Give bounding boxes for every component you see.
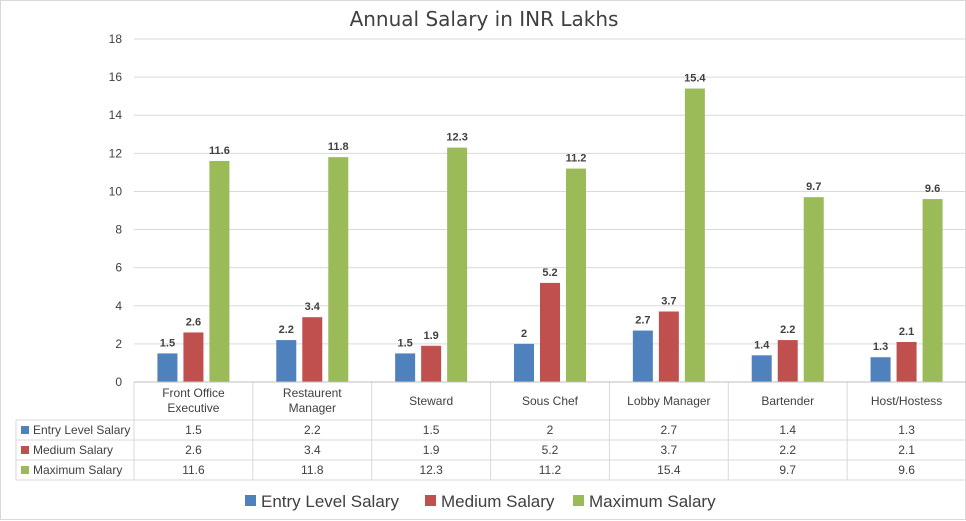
bar xyxy=(276,340,297,382)
y-tick-label: 4 xyxy=(115,299,122,313)
bar xyxy=(684,88,705,383)
table-cell: 2.2 xyxy=(779,443,796,457)
legend-label: Medium Salary xyxy=(441,492,555,511)
y-tick-label: 18 xyxy=(109,32,123,46)
y-tick-label: 2 xyxy=(115,337,122,351)
bar xyxy=(803,197,824,382)
data-label: 11.8 xyxy=(328,141,349,153)
table-cell: 3.4 xyxy=(304,443,321,457)
data-label: 15.4 xyxy=(684,73,706,85)
category-label: Restaurent xyxy=(283,386,342,400)
table-cell: 5.2 xyxy=(542,443,559,457)
table-cell: 2.7 xyxy=(661,423,678,437)
table-cell: 3.7 xyxy=(661,443,678,457)
table-row-header: Maximum Salary xyxy=(33,463,122,477)
y-tick-label: 12 xyxy=(109,146,123,160)
y-tick-label: 14 xyxy=(109,108,123,122)
table-cell: 11.8 xyxy=(301,463,324,477)
data-label: 1.4 xyxy=(754,339,770,351)
legend-key xyxy=(573,495,584,506)
category-label: Front Office xyxy=(162,386,225,400)
table-row-header: Medium Salary xyxy=(33,443,113,457)
data-label: 1.5 xyxy=(397,337,412,349)
bar xyxy=(514,343,534,382)
table-cell: 9.6 xyxy=(898,463,915,477)
y-tick-label: 8 xyxy=(115,223,122,237)
bar xyxy=(157,353,178,382)
category-label: Manager xyxy=(289,401,336,415)
data-label: 2.2 xyxy=(780,324,795,336)
bar xyxy=(540,282,560,382)
data-label: 1.5 xyxy=(160,337,175,349)
data-label: 12.3 xyxy=(446,132,467,144)
bar xyxy=(395,353,416,382)
category-label: Lobby Manager xyxy=(627,394,710,408)
legend-label: Entry Level Salary xyxy=(261,492,399,511)
table-legend-key xyxy=(21,446,29,454)
table-cell: 2.2 xyxy=(304,423,321,437)
table-cell: 1.3 xyxy=(898,423,915,437)
table-cell: 11.6 xyxy=(182,463,205,477)
data-label: 2.1 xyxy=(899,326,914,338)
data-label: 3.4 xyxy=(305,301,321,313)
bar xyxy=(447,147,468,382)
table-cell: 2.1 xyxy=(898,443,915,457)
table-cell: 2.6 xyxy=(185,443,202,457)
table-cell: 11.2 xyxy=(539,463,562,477)
data-label: 11.6 xyxy=(209,145,230,157)
bar xyxy=(183,332,204,382)
bar xyxy=(658,311,679,382)
table-cell: 15.4 xyxy=(657,463,681,477)
legend-label: Maximum Salary xyxy=(589,492,716,511)
y-tick-label: 6 xyxy=(115,261,122,275)
category-label: Sous Chef xyxy=(522,394,579,408)
y-tick-label: 16 xyxy=(109,70,123,84)
bar xyxy=(777,340,798,382)
table-legend-key xyxy=(21,426,29,434)
bar xyxy=(421,345,442,382)
data-label: 9.6 xyxy=(925,183,940,195)
table-cell: 12.3 xyxy=(419,463,443,477)
data-label: 3.7 xyxy=(661,295,676,307)
data-label: 1.9 xyxy=(423,330,438,342)
data-label: 2.7 xyxy=(635,315,650,327)
bar xyxy=(870,357,891,382)
legend-key xyxy=(425,495,436,506)
bar xyxy=(922,199,943,382)
table-legend-key xyxy=(21,466,29,474)
bar xyxy=(566,168,586,382)
data-label: 9.7 xyxy=(806,181,821,193)
bar xyxy=(209,160,230,382)
bar xyxy=(328,157,349,382)
bar xyxy=(896,341,917,382)
y-tick-label: 0 xyxy=(115,375,122,389)
y-tick-label: 10 xyxy=(109,184,123,198)
category-label: Host/Hostess xyxy=(871,394,942,408)
data-label: 11.2 xyxy=(566,153,587,165)
table-cell: 1.4 xyxy=(779,423,796,437)
category-label: Steward xyxy=(409,394,453,408)
table-cell: 1.5 xyxy=(423,423,440,437)
table-row-header: Entry Level Salary xyxy=(33,423,130,437)
category-label: Executive xyxy=(167,401,219,415)
table-cell: 9.7 xyxy=(779,463,796,477)
category-label: Bartender xyxy=(761,394,814,408)
data-label: 2.2 xyxy=(279,324,294,336)
data-label: 5.2 xyxy=(542,267,557,279)
bar xyxy=(632,330,653,382)
table-cell: 1.5 xyxy=(185,423,202,437)
data-label: 1.3 xyxy=(873,341,888,353)
legend-key xyxy=(245,495,256,506)
bar xyxy=(302,317,323,382)
data-label: 2.6 xyxy=(186,316,201,328)
table-cell: 1.9 xyxy=(423,443,440,457)
data-label: 2 xyxy=(521,328,527,340)
bar xyxy=(751,355,772,382)
chart-title: Annual Salary in INR Lakhs xyxy=(350,7,619,31)
table-cell: 2 xyxy=(547,423,554,437)
